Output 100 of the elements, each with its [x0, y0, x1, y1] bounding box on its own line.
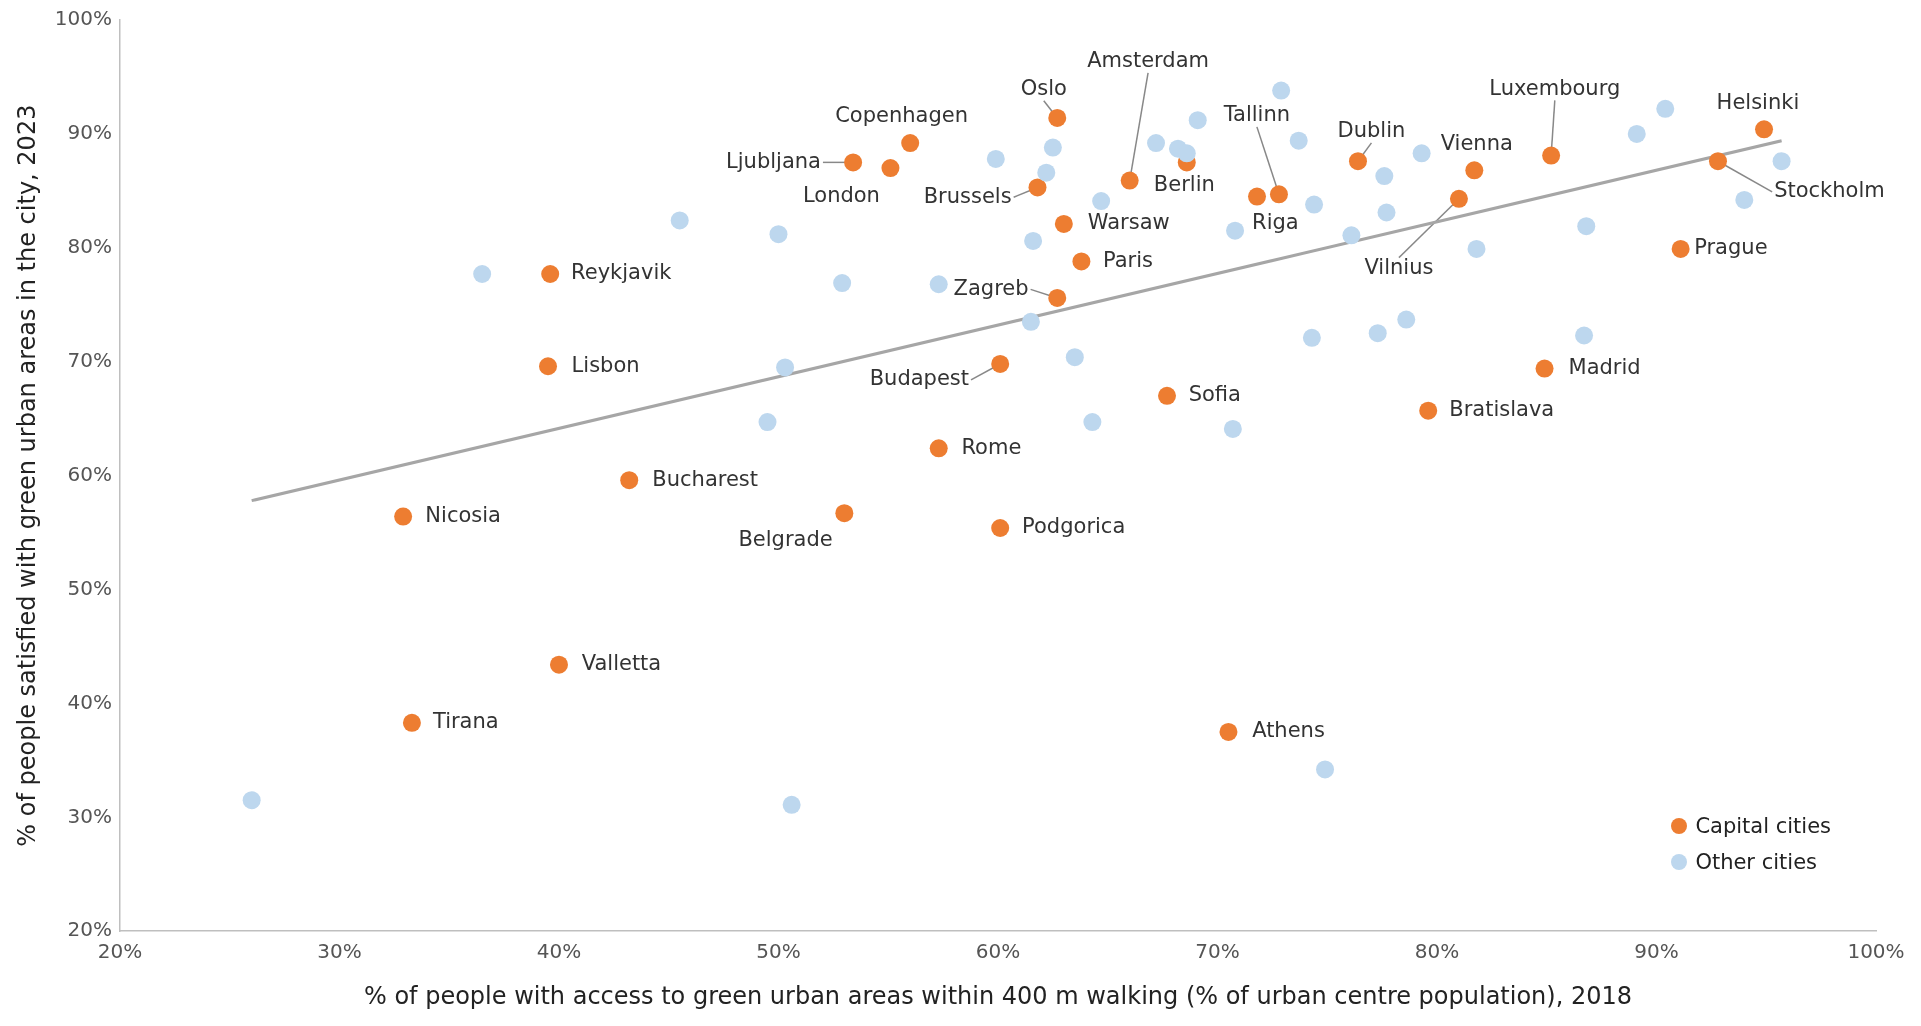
x-tick-label: 100% — [1847, 939, 1905, 964]
point — [1342, 226, 1361, 245]
point — [1269, 185, 1288, 204]
point — [402, 713, 421, 732]
annotation: Podgorica — [1022, 514, 1126, 539]
point — [1043, 138, 1062, 157]
annotation: Reykjavik — [571, 260, 673, 285]
y-tick-label: 40% — [67, 689, 112, 714]
point — [1037, 163, 1056, 182]
point — [473, 265, 492, 283]
point — [844, 153, 863, 172]
point — [1083, 413, 1102, 432]
point — [1368, 324, 1387, 343]
annotation: Zagreb — [953, 275, 1029, 300]
point — [929, 275, 948, 294]
point — [1377, 203, 1396, 222]
point — [782, 795, 801, 814]
point — [1188, 111, 1207, 130]
point — [1467, 239, 1486, 258]
point — [991, 354, 1010, 373]
point — [394, 507, 413, 526]
y-axis-title: % of people satisfied with green urban areas in the city, 2023 — [12, 104, 41, 847]
point — [1177, 144, 1196, 163]
point — [901, 134, 920, 153]
point — [1449, 189, 1468, 208]
y-tick-label: 60% — [67, 461, 112, 486]
point — [1708, 152, 1727, 171]
annotation: Nicosia — [425, 503, 501, 528]
annotation: Warsaw — [1087, 210, 1170, 235]
annotation: Berlin — [1153, 172, 1215, 197]
point — [1575, 326, 1594, 345]
annotation: Copenhagen — [835, 102, 969, 127]
point — [991, 518, 1010, 537]
x-tick-label: 40% — [536, 939, 582, 964]
x-tick-label: 20% — [97, 939, 143, 964]
annotation: Ljubljana — [726, 148, 821, 173]
point — [242, 791, 261, 810]
point — [1755, 120, 1774, 139]
x-tick-label: 80% — [1414, 939, 1460, 964]
point — [835, 504, 854, 523]
annotation: Vilnius — [1364, 255, 1434, 280]
point — [541, 265, 560, 283]
point — [1072, 252, 1091, 271]
legend-label: Other cities — [1695, 850, 1817, 874]
annotation: Luxembourg — [1489, 75, 1621, 100]
legend-label: Capital cities — [1695, 814, 1831, 838]
annotation: Rome — [961, 434, 1022, 459]
point — [670, 211, 689, 230]
point — [1021, 312, 1040, 331]
annotation: Prague — [1694, 235, 1768, 260]
point — [1065, 348, 1084, 367]
point — [1305, 195, 1324, 214]
point — [776, 358, 795, 377]
point — [1048, 288, 1067, 307]
x-tick-label: 30% — [317, 939, 362, 964]
point — [1397, 310, 1416, 329]
annotation: Riga — [1252, 209, 1299, 234]
annotation: Brussels — [923, 183, 1012, 208]
point — [881, 159, 900, 178]
point — [1054, 214, 1073, 233]
point — [1120, 171, 1139, 190]
y-tick-label: 70% — [67, 347, 112, 372]
y-tick-label: 30% — [67, 803, 112, 828]
point — [1028, 178, 1047, 197]
point — [620, 471, 639, 490]
point — [769, 225, 788, 244]
point — [758, 413, 777, 432]
point — [1024, 231, 1043, 250]
point — [1158, 386, 1177, 405]
point — [1671, 239, 1690, 258]
point — [1535, 359, 1554, 378]
annotation: Tallinn — [1222, 102, 1291, 127]
annotation: Oslo — [1020, 76, 1067, 101]
point — [833, 274, 852, 293]
x-tick-label: 50% — [756, 939, 801, 964]
y-tick-label: 20% — [67, 917, 112, 942]
y-tick-label: 100% — [54, 6, 112, 31]
point — [1772, 152, 1791, 171]
point — [1289, 131, 1308, 150]
annotation: Budapest — [869, 366, 970, 391]
x-tick-label: 60% — [975, 939, 1021, 964]
y-tick-label: 90% — [67, 120, 112, 145]
y-tick-label: 80% — [67, 234, 112, 258]
annotation: Tirana — [431, 709, 499, 734]
x-tick-label: 90% — [1634, 939, 1679, 964]
point — [549, 655, 568, 674]
annotation: Bucharest — [652, 466, 759, 491]
annotation: Valletta — [581, 651, 662, 676]
point — [1465, 161, 1484, 180]
point — [1542, 146, 1561, 165]
point — [1048, 108, 1067, 127]
annotation: Helsinki — [1716, 90, 1800, 115]
annotation: Amsterdam — [1087, 48, 1209, 73]
point — [1226, 221, 1245, 240]
point — [1219, 722, 1238, 741]
annotation: Bratislava — [1449, 397, 1555, 422]
annotation: London — [802, 182, 880, 207]
x-tick-label: 70% — [1195, 939, 1240, 964]
annotation: Athens — [1252, 718, 1325, 743]
point — [1316, 760, 1335, 779]
